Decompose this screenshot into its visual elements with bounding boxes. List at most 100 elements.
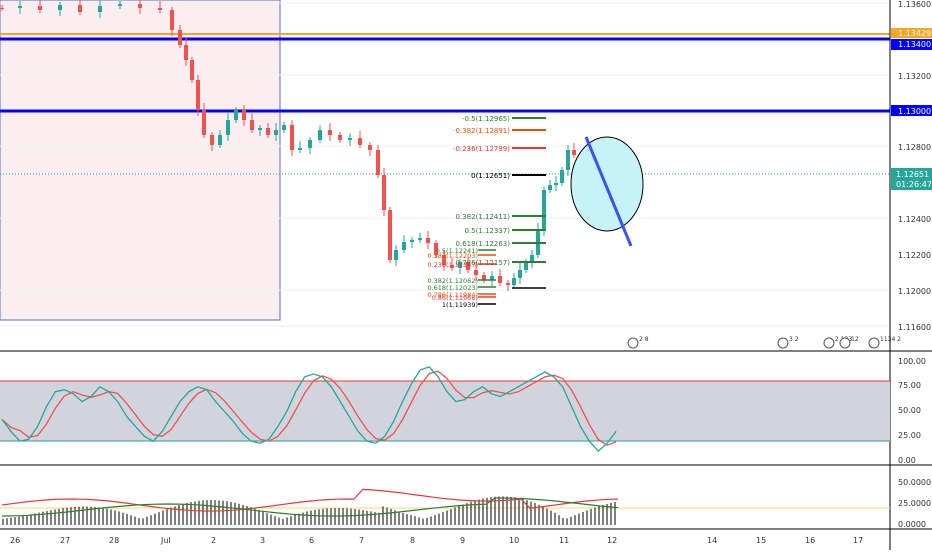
time-tick: 2 bbox=[211, 536, 216, 545]
candle-body bbox=[118, 4, 122, 6]
candle-body bbox=[530, 255, 534, 262]
price-tick: 1.13600 bbox=[898, 0, 931, 9]
event-badge-icon[interactable] bbox=[839, 337, 851, 349]
level-label-blue-top bbox=[891, 39, 932, 50]
fib-level-label: 0.618(1.12023) bbox=[427, 284, 478, 292]
event-badges[interactable]: 2 83 22 133121134 2 bbox=[627, 336, 901, 349]
fib-retracement-left[interactable]: 0.5(1.12241)0.382(1.12203)0.236(1.12157)… bbox=[427, 247, 496, 309]
time-tick: 26 bbox=[10, 536, 20, 545]
histogram-bars bbox=[2, 496, 616, 525]
candle-body bbox=[338, 135, 342, 140]
event-badge-label: 1134 2 bbox=[880, 336, 901, 343]
trend-line[interactable] bbox=[584, 136, 633, 247]
histogram-pane[interactable] bbox=[0, 488, 890, 525]
hist-tick: 50.0000 bbox=[898, 478, 931, 487]
candle-body bbox=[234, 110, 238, 120]
candle-body bbox=[38, 6, 42, 10]
candle-body bbox=[482, 275, 486, 280]
time-tick: 6 bbox=[309, 536, 314, 545]
candle-body bbox=[402, 242, 406, 250]
candle-body bbox=[178, 30, 182, 45]
candle-body bbox=[242, 110, 246, 120]
time-tick: 8 bbox=[410, 536, 415, 545]
candle-body bbox=[442, 255, 446, 265]
candle-body bbox=[542, 190, 546, 230]
candle-body bbox=[506, 283, 510, 285]
candle-body bbox=[138, 4, 142, 8]
price-axis[interactable]: 1.13600 1.13200 1.12800 1.12400 1.12000 … bbox=[891, 0, 932, 332]
candle-body bbox=[376, 150, 380, 175]
fib-level-label: 0.382(1.12411) bbox=[456, 213, 511, 221]
fib-level-label: 0.86(1.11966) bbox=[432, 294, 478, 302]
candle-body bbox=[210, 135, 214, 145]
candle-body bbox=[560, 170, 564, 183]
event-badge-label: 2 8 bbox=[639, 336, 649, 343]
event-badge-icon[interactable] bbox=[868, 337, 880, 349]
candle-body bbox=[318, 130, 322, 140]
stoch-d-line[interactable] bbox=[1, 370, 617, 446]
level-label-blue-mid bbox=[891, 105, 932, 116]
fib-retracement-right[interactable]: -0.5(1.12965) -0.382(1.12891) -0.236(1.127… bbox=[453, 115, 546, 289]
candle-body bbox=[258, 128, 262, 130]
stoch-tick: 100.00 bbox=[898, 357, 926, 366]
time-tick: 11 bbox=[559, 536, 569, 545]
date-range-box[interactable] bbox=[0, 0, 281, 321]
candle-body bbox=[0, 8, 4, 9]
fib-level-label: 0.5(1.12241) bbox=[436, 247, 478, 255]
candle-body bbox=[524, 262, 528, 270]
time-axis[interactable]: 26 27 28 Jul 2 3 6 7 8 9 10 11 12 14 15 16 17 bbox=[10, 536, 863, 545]
candle-body bbox=[466, 262, 470, 270]
candle-body bbox=[368, 145, 372, 150]
candle-body bbox=[170, 10, 174, 30]
candle-body bbox=[298, 148, 302, 150]
candle-body bbox=[328, 130, 332, 135]
event-badge-icon[interactable] bbox=[777, 337, 789, 349]
candle-body bbox=[308, 140, 312, 148]
level-label-orange-text: 1.13429 bbox=[898, 29, 931, 38]
stoch-tick: 75.00 bbox=[898, 381, 921, 390]
fib-level-label: -0.5(1.12965) bbox=[462, 115, 510, 123]
grid bbox=[0, 2, 890, 327]
stochastic-pane[interactable] bbox=[0, 366, 890, 453]
fib-level-label: 0.786(1.12157) bbox=[456, 259, 511, 267]
stoch-tick: 0.00 bbox=[898, 456, 916, 465]
time-tick: 16 bbox=[805, 536, 815, 545]
candle-body bbox=[58, 5, 62, 10]
fib-level-label: 0.236(1.12157) bbox=[427, 261, 478, 269]
candle-body bbox=[566, 150, 570, 170]
time-tick: 3 bbox=[260, 536, 265, 545]
candle-body bbox=[348, 138, 352, 140]
event-badge-icon[interactable] bbox=[823, 337, 835, 349]
candle-body bbox=[512, 278, 516, 285]
time-tick: 14 bbox=[707, 536, 717, 545]
hist-green-line[interactable] bbox=[1, 497, 619, 517]
event-badge-icon[interactable] bbox=[627, 337, 639, 349]
stoch-k-line[interactable] bbox=[1, 366, 617, 453]
candle-body bbox=[226, 120, 230, 135]
stoch-axis[interactable]: 100.00 75.00 50.00 25.00 0.00 bbox=[898, 357, 926, 465]
hist-tick: 25.0000 bbox=[898, 499, 931, 508]
fib-level-label: 0.382(1.12203) bbox=[427, 252, 478, 260]
candle-body bbox=[382, 175, 386, 210]
candle-body bbox=[498, 276, 502, 283]
candle-body bbox=[78, 5, 82, 12]
hist-red-line[interactable] bbox=[1, 488, 619, 512]
price-tick: 1.12200 bbox=[898, 251, 931, 260]
candle-body bbox=[184, 45, 188, 60]
fib-level-label: 0.786(1.11984) bbox=[427, 291, 478, 299]
level-label-blue-top-text: 1.13400 bbox=[898, 40, 931, 49]
candle-body bbox=[196, 80, 200, 110]
price-tick: 1.12000 bbox=[898, 287, 931, 296]
histogram-axis[interactable]: 50.0000 25.0000 0.0000 bbox=[898, 478, 931, 529]
fib-level-label: -0.382(1.12891) bbox=[453, 127, 510, 135]
candle-body bbox=[572, 150, 576, 155]
candle-body bbox=[410, 240, 414, 242]
time-tick: Jul bbox=[160, 536, 171, 545]
candle-body bbox=[98, 6, 102, 12]
candle-body bbox=[450, 265, 454, 268]
current-price-text: 1.12651 bbox=[896, 170, 929, 179]
candle-body bbox=[518, 270, 522, 278]
candle-body bbox=[394, 250, 398, 260]
price-tick: 1.11600 bbox=[898, 323, 931, 332]
